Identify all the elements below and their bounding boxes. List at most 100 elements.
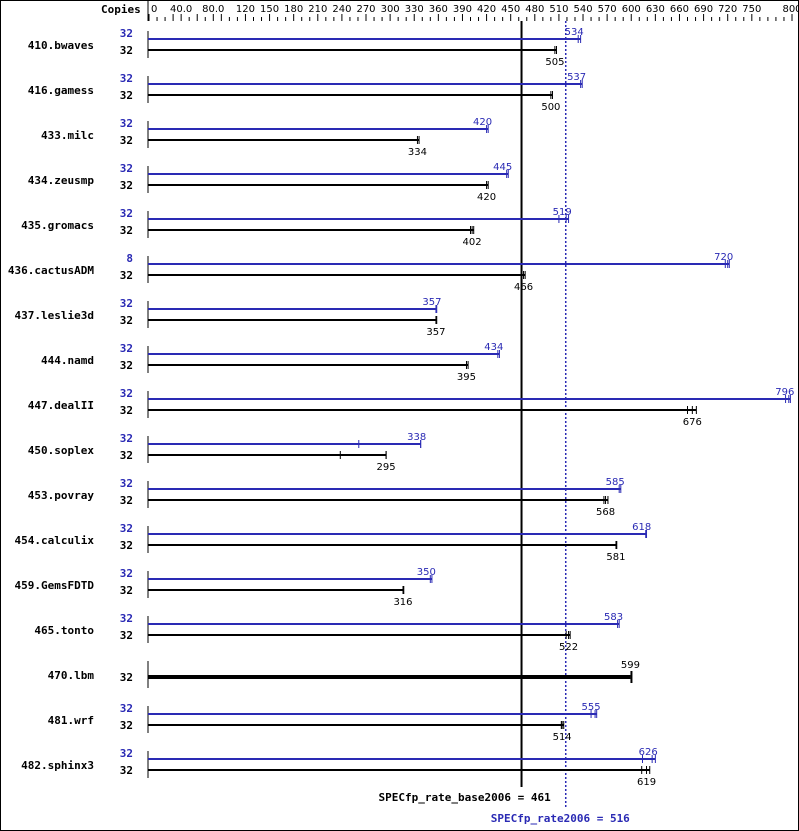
tick-label: 40.0 — [170, 4, 192, 15]
tick-label: 180 — [284, 4, 303, 15]
base-value-label: 599 — [621, 660, 640, 671]
base-copies: 32 — [120, 404, 133, 417]
base-copies: 32 — [120, 764, 133, 777]
tick-label: 630 — [646, 4, 665, 15]
base-value-label: 395 — [457, 372, 476, 383]
base-copies: 32 — [120, 224, 133, 237]
base-reference-label: SPECfp_rate_base2006 = 461 — [379, 791, 552, 804]
peak-value-label: 796 — [775, 387, 794, 398]
base-copies: 32 — [120, 269, 133, 282]
benchmark-name: 436.cactusADM — [8, 264, 94, 277]
peak-value-label: 350 — [417, 567, 436, 578]
peak-value-label: 420 — [473, 117, 492, 128]
peak-value-label: 618 — [632, 522, 651, 533]
tick-label: 120 — [236, 4, 255, 15]
base-value-label: 676 — [683, 417, 702, 428]
base-copies: 32 — [120, 539, 133, 552]
tick-label: 720 — [718, 4, 737, 15]
base-value-label: 581 — [606, 552, 625, 563]
tick-label: 360 — [429, 4, 448, 15]
base-copies: 32 — [120, 179, 133, 192]
tick-label: 690 — [694, 4, 713, 15]
peak-value-label: 583 — [604, 612, 623, 623]
base-copies: 32 — [120, 629, 133, 642]
peak-copies: 32 — [120, 387, 133, 400]
base-copies: 32 — [120, 494, 133, 507]
peak-copies: 32 — [120, 702, 133, 715]
peak-value-label: 534 — [565, 27, 584, 38]
peak-reference-label: SPECfp_rate2006 = 516 — [491, 812, 630, 825]
base-copies: 32 — [120, 89, 133, 102]
tick-label: 800 — [782, 4, 799, 15]
peak-value-label: 626 — [639, 747, 658, 758]
peak-value-label: 338 — [407, 432, 426, 443]
tick-label: 270 — [356, 4, 375, 15]
tick-label: 390 — [453, 4, 472, 15]
peak-value-label: 720 — [714, 252, 733, 263]
base-value-label: 505 — [545, 57, 564, 68]
benchmark-name: 434.zeusmp — [28, 174, 95, 187]
base-copies: 32 — [120, 449, 133, 462]
peak-copies: 32 — [120, 297, 133, 310]
base-copies: 32 — [120, 134, 133, 147]
tick-label: 240 — [332, 4, 351, 15]
base-value-label: 316 — [393, 597, 412, 608]
peak-value-label: 585 — [606, 477, 625, 488]
axis-header: Copies — [101, 3, 141, 16]
peak-value-label: 434 — [484, 342, 503, 353]
benchmark-name: 482.sphinx3 — [21, 759, 94, 772]
tick-label: 750 — [742, 4, 761, 15]
base-copies: 32 — [120, 359, 133, 372]
base-copies: 32 — [120, 671, 133, 684]
tick-label: 660 — [670, 4, 689, 15]
base-value-label: 357 — [426, 327, 445, 338]
peak-copies: 32 — [120, 27, 133, 40]
base-copies: 32 — [120, 584, 133, 597]
tick-label: 150 — [260, 4, 279, 15]
peak-value-label: 519 — [553, 207, 572, 218]
peak-copies: 32 — [120, 162, 133, 175]
peak-copies: 32 — [120, 432, 133, 445]
peak-copies: 32 — [120, 117, 133, 130]
tick-label: 80.0 — [202, 4, 224, 15]
benchmark-name: 435.gromacs — [21, 219, 94, 232]
tick-label: 510 — [549, 4, 568, 15]
peak-copies: 32 — [120, 567, 133, 580]
benchmark-name: 433.milc — [41, 129, 94, 142]
peak-copies: 32 — [120, 342, 133, 355]
tick-label: 450 — [501, 4, 520, 15]
peak-copies: 8 — [126, 252, 133, 265]
benchmark-name: 470.lbm — [48, 669, 95, 682]
benchmark-name: 465.tonto — [34, 624, 94, 637]
base-copies: 32 — [120, 44, 133, 57]
tick-label: 300 — [381, 4, 400, 15]
benchmark-name: 450.soplex — [28, 444, 95, 457]
benchmark-name: 410.bwaves — [28, 39, 94, 52]
benchmark-name: 454.calculix — [15, 534, 95, 547]
peak-copies: 32 — [120, 477, 133, 490]
base-value-label: 420 — [477, 192, 496, 203]
peak-value-label: 555 — [582, 702, 601, 713]
tick-label: 570 — [598, 4, 617, 15]
base-value-label: 568 — [596, 507, 615, 518]
base-value-label: 295 — [377, 462, 396, 473]
tick-label: 420 — [477, 4, 496, 15]
base-value-label: 334 — [408, 147, 427, 158]
benchmark-name: 481.wrf — [48, 714, 94, 727]
benchmark-name: 444.namd — [41, 354, 94, 367]
base-value-label: 619 — [637, 777, 656, 788]
tick-label: 540 — [573, 4, 592, 15]
peak-value-label: 537 — [567, 72, 586, 83]
benchmark-name: 447.dealII — [28, 399, 94, 412]
tick-label: 600 — [622, 4, 641, 15]
peak-copies: 32 — [120, 207, 133, 220]
peak-copies: 32 — [120, 747, 133, 760]
base-copies: 32 — [120, 719, 133, 732]
peak-value-label: 357 — [422, 297, 441, 308]
tick-label: 210 — [308, 4, 327, 15]
benchmark-name: 437.leslie3d — [15, 309, 94, 322]
tick-label: 330 — [405, 4, 424, 15]
base-value-label: 522 — [559, 642, 578, 653]
